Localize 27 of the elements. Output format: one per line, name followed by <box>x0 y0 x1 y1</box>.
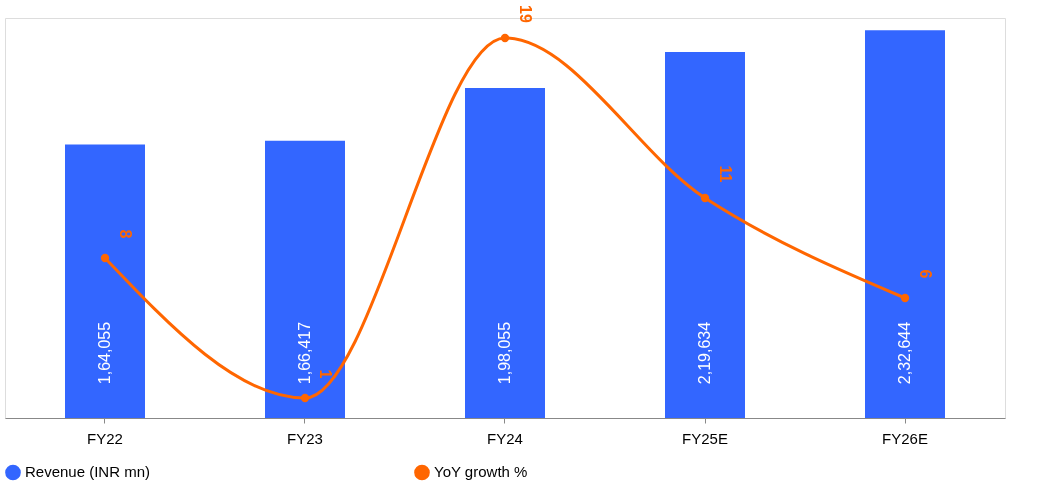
bar <box>665 51 745 418</box>
data-label: 1 <box>317 369 334 379</box>
bar <box>465 87 545 418</box>
data-label: 2,19,634 <box>696 321 713 385</box>
point <box>100 253 110 263</box>
point <box>900 293 910 303</box>
x-tick-label: FY22 <box>87 429 123 447</box>
data-label: 11 <box>717 165 734 183</box>
bar <box>265 140 345 418</box>
data-label: 6 <box>917 269 934 279</box>
point <box>500 33 510 43</box>
x-tick-label: FY23 <box>287 429 323 447</box>
data-label: 1,66,417 <box>296 321 313 385</box>
point <box>700 193 710 203</box>
point <box>300 393 310 403</box>
data-label: 1,64,055 <box>96 321 113 385</box>
data-label: 8 <box>117 229 134 239</box>
legend-label: YoY growth % <box>434 463 528 481</box>
x-tick-label: FY25E <box>682 429 728 447</box>
legend-label: Revenue (INR mn) <box>25 463 151 481</box>
bar <box>65 144 145 418</box>
bar <box>865 30 945 418</box>
data-label: 2,32,644 <box>896 321 913 385</box>
data-label: 19 <box>517 5 534 23</box>
x-tick-label: FY24 <box>487 429 523 447</box>
data-label: 1,98,055 <box>496 321 513 385</box>
x-tick-label: FY26E <box>882 429 928 447</box>
